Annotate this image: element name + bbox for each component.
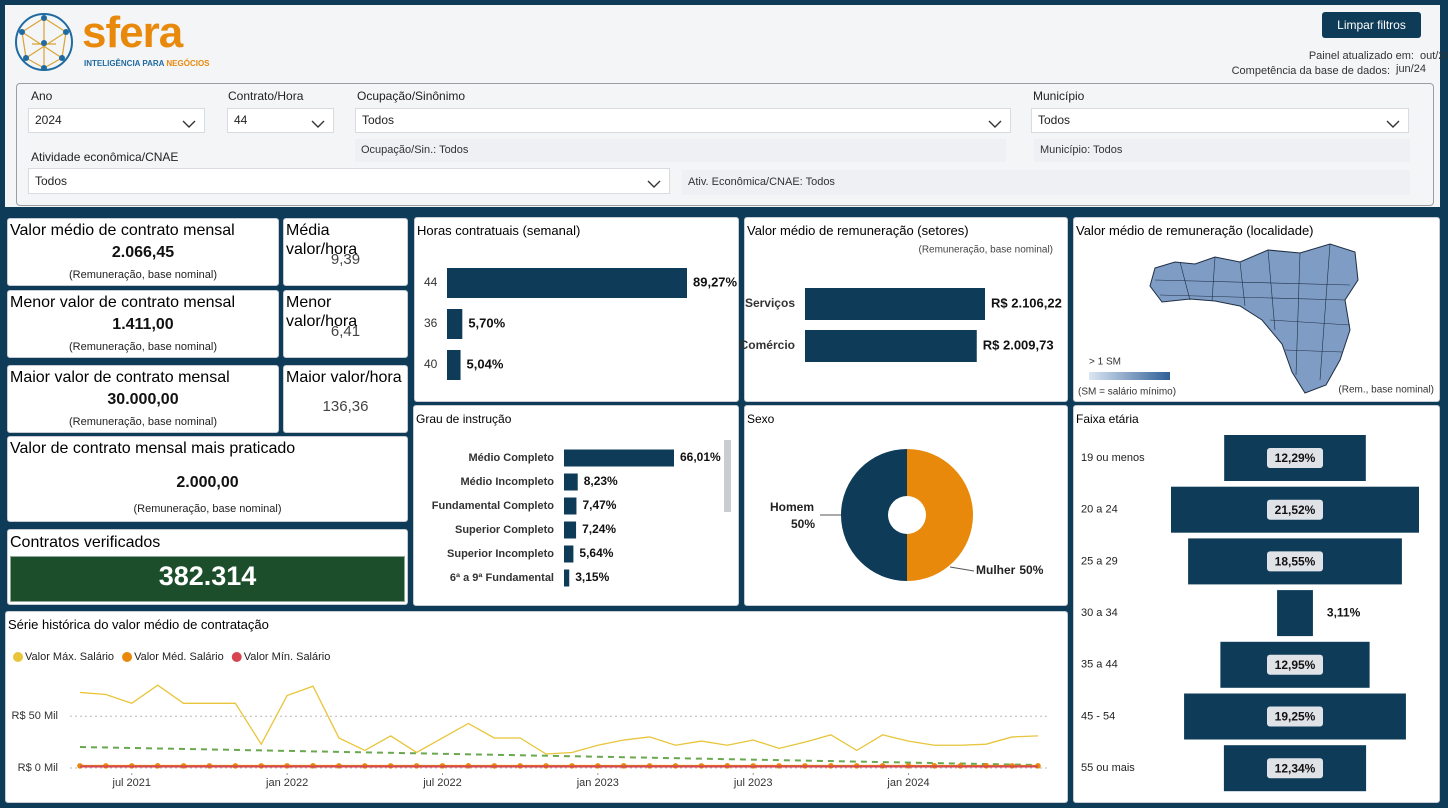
kpi-card: Valor médio de contrato mensal 2.066,45 (R… — [7, 218, 279, 286]
filter-value: 2024 — [35, 113, 62, 127]
filter-note-box: Ativ. Econômica/CNAE: Todos — [682, 170, 1410, 195]
filter-dropdown[interactable]: 2024 — [28, 108, 205, 133]
filter-value: Todos — [362, 113, 395, 127]
tagline-part: INTELIGÊNCIA PARA — [84, 59, 165, 68]
tagline: INTELIGÊNCIA PARA NEGÓCIOS — [84, 59, 210, 68]
chevron-icon — [182, 120, 196, 128]
kpi-card: Menor valor/hora 6,41 — [283, 290, 408, 358]
filter-dropdown[interactable]: 44 — [227, 108, 334, 133]
kpi-title bar-title: Maior valor de contrato mensal — [10, 369, 230, 386]
filter-dropdown[interactable]: Todos — [28, 168, 670, 194]
filter-dropdown[interactable]: Todos — [355, 108, 1011, 133]
chevron-icon — [988, 120, 1002, 128]
kpi-title bar-title: Valor médio de contrato mensal — [10, 222, 235, 239]
base-label: Competência da base de dados: — [1231, 65, 1390, 77]
chart-panel: Valor médio de remuneração (localidade) — [1073, 217, 1440, 402]
chevron — [311, 116, 325, 128]
filter-label: Município — [1033, 89, 1085, 103]
filter-note-box: Município: Todos — [1034, 139, 1410, 162]
kpi-card: Maior valor/hora 136,36 — [283, 365, 408, 433]
kpi-value: 9,39 — [330, 251, 361, 268]
kpi-highlight: 382.314 — [10, 556, 405, 602]
kpi-title bar-title: Maior valor/hora — [286, 369, 402, 386]
chevron-icon — [1386, 120, 1400, 128]
kpi-note: (Remuneração, base nominal) — [69, 416, 217, 428]
kpi-value: 2.000,00 — [176, 474, 239, 491]
chart-title bar-title: Grau de instrução — [416, 412, 512, 426]
updated-label: Painel atualizado em: — [1308, 50, 1414, 62]
kpi-title bar-title: Menor valor de contrato mensal — [10, 294, 235, 311]
chart-title bar-title: Série histórica do valor médio de contra… — [8, 617, 269, 632]
logo-text: sfera — [82, 8, 183, 57]
tagline-part: NEGÓCIOS — [166, 59, 210, 68]
filter-value: Todos — [35, 174, 68, 188]
chevron — [988, 116, 1002, 128]
filter-label: Ano — [31, 89, 53, 103]
updated-value: out/24 — [1420, 50, 1448, 62]
kpi-note: (Remuneração, base nominal) — [69, 341, 217, 353]
filter-label: Atividade econômica/CNAE — [31, 150, 179, 164]
filter-value: Todos — [1038, 113, 1071, 127]
chart-title bar-title: Faixa etária — [1076, 412, 1139, 426]
chart-panel: Grau de instrução — [413, 405, 739, 606]
logo-icon — [15, 13, 73, 71]
kpi-note: (Remuneração, base nominal) — [69, 269, 217, 281]
filter-box — [16, 83, 1434, 206]
chart-title bar-title: Valor médio de remuneração (localidade) — [1076, 223, 1314, 238]
kpi-value: 6,41 — [330, 323, 361, 340]
filter-note: Ocupação/Sin.: Todos — [361, 144, 469, 156]
kpi-card: Média valor/hora 9,39 — [283, 218, 408, 286]
kpi-card: Menor valor de contrato mensal 1.411,00 (R… — [7, 290, 279, 358]
base-value: jun/24 — [1396, 63, 1426, 75]
kpi-title bar-title: Valor de contrato mensal mais praticado — [10, 440, 296, 457]
kpi-note: (Remuneração, base nominal) — [133, 503, 282, 515]
chart-panel: Sexo — [744, 405, 1068, 606]
chevron — [1386, 116, 1400, 128]
kpi-value: 382.314 — [158, 561, 257, 591]
kpi-value: 136,36 — [322, 398, 369, 415]
kpi-title bar-title: Contratos verificados — [10, 534, 161, 551]
chart-panel: Horas contratuais (semanal) — [414, 217, 739, 402]
chart-title bar-title: Horas contratuais (semanal) — [417, 223, 581, 238]
filter-value: 44 — [234, 113, 248, 127]
chart-panel: Série histórica do valor médio de contra… — [5, 611, 1068, 803]
chart-panel: Faixa etária — [1073, 405, 1440, 803]
filter-label: Contrato/Hora — [228, 89, 304, 103]
chart-panel: Valor médio de remuneração (setores) — [744, 217, 1068, 402]
kpi-value: 1.411,00 — [112, 316, 174, 333]
kpi-value: 2.066,45 — [111, 244, 175, 261]
kpi-value: 30.000,00 — [107, 391, 179, 408]
filter-dropdown[interactable]: Todos — [1031, 108, 1409, 133]
kpi-card: Contratos verificados 382.314 — [7, 529, 408, 605]
filter-note: Município: Todos — [1040, 144, 1123, 156]
kpi-card: Valor de contrato mensal mais praticado 2… — [7, 436, 408, 522]
kpi-title bar-title: Média valor/hora — [286, 222, 358, 258]
chevron-icon — [647, 180, 661, 188]
kpi-title bar-title: Menor valor/hora — [286, 294, 358, 330]
filter-label: Ocupação/Sinônimo — [357, 89, 466, 103]
chart-title bar-title: Sexo — [747, 412, 775, 426]
chevron — [647, 176, 661, 188]
kpi-card: Maior valor de contrato mensal 30.000,00 (… — [7, 365, 279, 433]
filter-note-box: Ocupação/Sin.: Todos — [355, 139, 1006, 162]
filter-note: Ativ. Econômica/CNAE: Todos — [688, 176, 835, 188]
chart-title bar-title: Valor médio de remuneração (setores) — [747, 223, 969, 238]
chevron — [182, 116, 196, 128]
clear-filters-button[interactable]: Limpar filtros — [1322, 12, 1421, 38]
chevron-icon — [311, 120, 325, 128]
